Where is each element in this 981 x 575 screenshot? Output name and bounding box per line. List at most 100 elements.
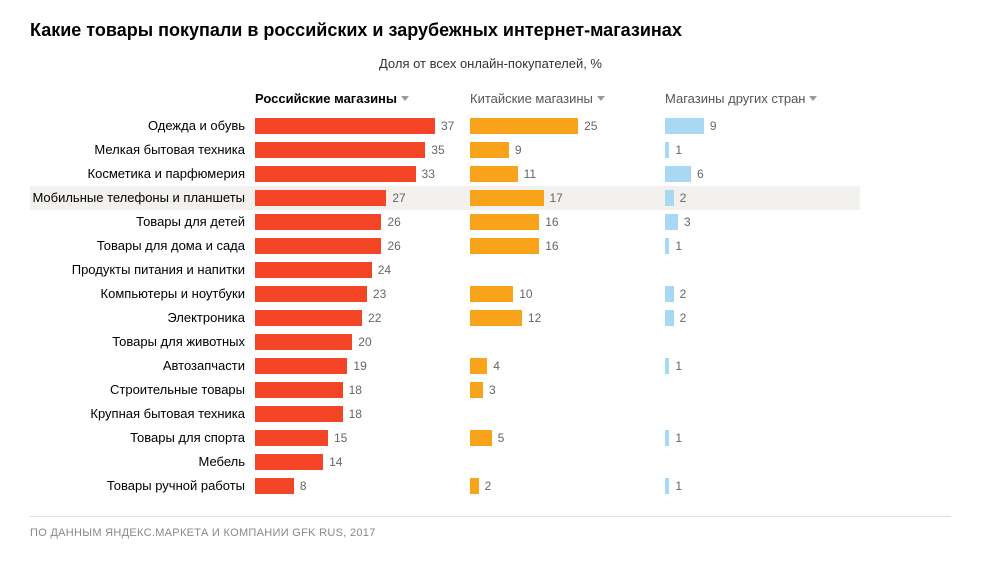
bar-value: 9 [515,143,522,157]
category-label: Электроника [30,306,255,330]
bar-value: 27 [392,191,405,205]
bar-cell [665,450,860,474]
bar-cell: 23 [255,282,470,306]
bar-cell [470,258,665,282]
bar-value: 16 [545,215,558,229]
bar-value: 15 [334,431,347,445]
column-header[interactable]: Российские магазины [255,91,470,114]
bar [665,286,674,302]
chart-subtitle: Доля от всех онлайн-покупателей, % [30,56,951,71]
bar-cell: 19 [255,354,470,378]
bar [255,286,367,302]
bar-value: 18 [349,407,362,421]
bar-cell: 18 [255,402,470,426]
bar-cell: 1 [665,474,860,498]
chart-title: Какие товары покупали в российских и зар… [30,20,951,41]
bar-value: 24 [378,263,391,277]
bar-value: 14 [329,455,342,469]
bar-chart: Российские магазины Китайские магазины Маг… [30,91,951,498]
bar-cell: 26 [255,234,470,258]
bar-value: 3 [489,383,496,397]
column-header[interactable]: Китайские магазины [470,91,665,114]
bar [665,310,674,326]
bar [470,238,539,254]
bar [255,406,343,422]
bar [255,358,347,374]
category-label: Одежда и обувь [30,114,255,138]
category-label: Мобильные телефоны и планшеты [30,186,255,210]
bar-cell: 3 [470,378,665,402]
bar-cell: 15 [255,426,470,450]
bar-cell: 11 [470,162,665,186]
bar [255,478,294,494]
bar-cell: 33 [255,162,470,186]
bar-cell: 3 [665,210,860,234]
bar [665,190,674,206]
bar-cell [665,330,860,354]
bar-cell: 18 [255,378,470,402]
bar-value: 2 [680,311,687,325]
bar-cell: 1 [665,426,860,450]
bar [255,310,362,326]
bar [470,310,522,326]
bar [470,118,578,134]
bar-cell: 9 [665,114,860,138]
bar-cell: 14 [255,450,470,474]
bar [665,430,669,446]
bar [255,190,386,206]
bar-value: 4 [493,359,500,373]
chart-source-footer: ПО ДАННЫМ ЯНДЕКС.МАРКЕТА И КОМПАНИИ GFK … [30,516,951,539]
bar [470,214,539,230]
category-label: Мелкая бытовая техника [30,138,255,162]
bar-cell: 2 [665,186,860,210]
category-label: Строительные товары [30,378,255,402]
bar-cell: 6 [665,162,860,186]
bar-value: 22 [368,311,381,325]
bar-value: 23 [373,287,386,301]
bar [255,214,381,230]
bar-value: 33 [422,167,435,181]
bar-value: 2 [485,479,492,493]
bar-value: 2 [680,287,687,301]
column-header-label: Российские магазины [255,91,397,106]
bar-cell: 2 [470,474,665,498]
bar-cell: 25 [470,114,665,138]
bar [255,334,352,350]
bar-cell: 4 [470,354,665,378]
bar [470,286,513,302]
bar [470,358,487,374]
chevron-down-icon [597,96,605,101]
bar [470,166,518,182]
bar [255,142,425,158]
bar-cell [665,402,860,426]
bar [470,190,544,206]
column-header-label: Китайские магазины [470,91,593,106]
bar-value: 26 [387,239,400,253]
bar-cell: 10 [470,282,665,306]
bar [665,358,669,374]
category-label: Товары для дома и сада [30,234,255,258]
chevron-down-icon [401,96,409,101]
bar-cell: 17 [470,186,665,210]
column-header[interactable]: Магазины других стран [665,91,860,114]
bar-value: 3 [684,215,691,229]
category-label: Автозапчасти [30,354,255,378]
category-label: Продукты питания и напитки [30,258,255,282]
bar-cell: 27 [255,186,470,210]
bar-cell: 2 [665,282,860,306]
bar [255,430,328,446]
bar-cell: 35 [255,138,470,162]
bar [665,142,669,158]
category-label: Товары ручной работы [30,474,255,498]
bar [255,166,416,182]
bar-cell: 2 [665,306,860,330]
bar-value: 18 [349,383,362,397]
bar [255,454,323,470]
bar-cell: 8 [255,474,470,498]
bar-cell: 5 [470,426,665,450]
bar-value: 19 [353,359,366,373]
category-label: Мебель [30,450,255,474]
bar-value: 26 [387,215,400,229]
bar [255,238,381,254]
bar-value: 8 [300,479,307,493]
